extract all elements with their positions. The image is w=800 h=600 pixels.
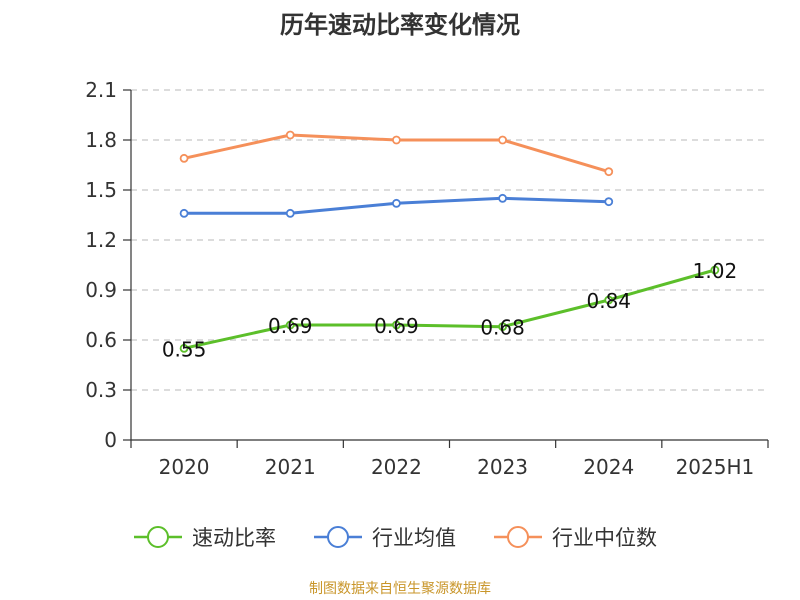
legend-label: 行业中位数: [552, 526, 657, 550]
chart-title: 历年速动比率变化情况: [280, 11, 520, 39]
data-point[interactable]: [604, 295, 614, 305]
legend-label: 行业均值: [372, 526, 456, 550]
legend-item[interactable]: 行业均值: [314, 526, 456, 550]
data-point[interactable]: [392, 198, 401, 208]
data-point[interactable]: [498, 193, 507, 203]
x-tick-label: 2023: [477, 455, 528, 479]
data-point[interactable]: [392, 320, 401, 330]
legend[interactable]: 速动比率 行业均值 行业中位数: [134, 526, 657, 550]
data-labels: 0.55 0.69 0.69 0.68 0.84 1.02: [162, 259, 737, 361]
data-label: 0.68: [480, 316, 525, 340]
data-point[interactable]: [604, 167, 614, 177]
legend-item[interactable]: 行业中位数: [494, 526, 657, 550]
y-tick-label: 1.5: [85, 178, 117, 202]
x-tick-label: 2022: [371, 455, 422, 479]
data-point[interactable]: [179, 343, 189, 353]
x-tick-label: 2020: [159, 455, 210, 479]
legend-marker-icon: [507, 526, 529, 548]
data-point[interactable]: [604, 197, 614, 207]
data-point[interactable]: [285, 130, 295, 140]
data-label: 1.02: [693, 259, 738, 283]
data-point[interactable]: [710, 265, 720, 275]
data-point[interactable]: [498, 322, 507, 332]
series-line: [183, 268, 716, 350]
x-tick-label: 2025H1: [676, 455, 755, 479]
y-tick-label: 2.1: [85, 78, 117, 102]
series-layer: [179, 130, 720, 353]
data-point[interactable]: [179, 153, 189, 163]
y-tick-label: 0.6: [85, 328, 117, 352]
data-label: 0.69: [374, 314, 419, 338]
data-label: 0.69: [268, 314, 313, 338]
x-tick-label: 2021: [265, 455, 316, 479]
y-tick-label: 1.8: [85, 128, 117, 152]
y-tick-label: 0.9: [85, 278, 117, 302]
data-label: 0.55: [162, 337, 207, 361]
data-point[interactable]: [179, 208, 189, 218]
data-point[interactable]: [498, 135, 507, 145]
legend-marker-icon: [327, 526, 349, 548]
y-tick-label: 0: [104, 428, 117, 452]
legend-label: 速动比率: [192, 526, 276, 550]
legend-marker-icon: [147, 526, 169, 548]
data-point[interactable]: [285, 208, 295, 218]
y-tick-label: 1.2: [85, 228, 117, 252]
data-point[interactable]: [285, 320, 295, 330]
data-point[interactable]: [392, 135, 401, 145]
y-tick-label: 0.3: [85, 378, 117, 402]
source-note: 制图数据来自恒生聚源数据库: [309, 581, 491, 597]
legend-item[interactable]: 速动比率: [134, 526, 276, 550]
x-tick-label: 2024: [583, 455, 634, 479]
grid-lines: [131, 89, 768, 391]
data-label: 0.84: [586, 289, 631, 313]
axes: 0 0.3 0.6 0.9 1.2 1.5 1.8 2.1 2020 2021 2022 2023 20…: [85, 78, 769, 479]
